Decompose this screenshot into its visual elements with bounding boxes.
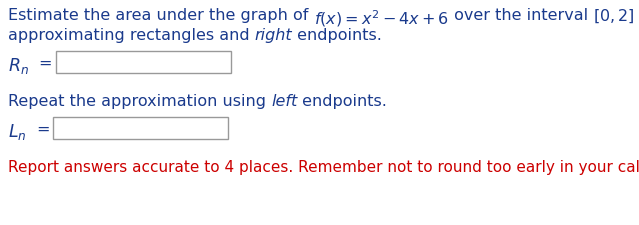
Text: $R_n$: $R_n$ [8, 56, 29, 76]
Text: Estimate the area under the graph of: Estimate the area under the graph of [8, 8, 314, 23]
Text: $L_n$: $L_n$ [8, 122, 27, 141]
Text: over the interval: over the interval [449, 8, 593, 23]
Text: $=$: $=$ [27, 122, 49, 136]
Text: $=$: $=$ [30, 56, 52, 71]
Text: Report answers accurate to 4 places. Remember not to round too early in your cal: Report answers accurate to 4 places. Rem… [8, 159, 639, 174]
Text: $[0, 2]$: $[0, 2]$ [593, 8, 635, 25]
Text: using ten: using ten [635, 8, 639, 23]
Text: Repeat the approximation using: Repeat the approximation using [8, 94, 271, 108]
Text: endpoints.: endpoints. [297, 94, 387, 108]
Text: $f(x) = x^2 - 4x + 6$: $f(x) = x^2 - 4x + 6$ [314, 8, 449, 29]
Bar [54, 117, 229, 139]
Bar [56, 52, 231, 74]
Text: right: right [255, 28, 293, 43]
Text: approximating rectangles and: approximating rectangles and [8, 28, 255, 43]
Text: endpoints.: endpoints. [293, 28, 382, 43]
Text: left: left [271, 94, 297, 108]
